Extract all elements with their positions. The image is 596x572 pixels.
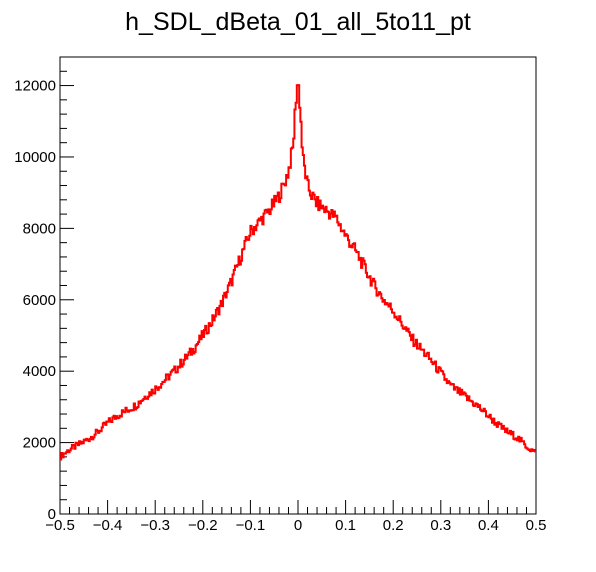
y-tick-label: 10000 (14, 149, 56, 166)
chart-title: h_SDL_dBeta_01_all_5to11_pt (125, 8, 471, 36)
x-tick-label: 0.4 (478, 517, 499, 534)
x-tick-label: 0.2 (383, 517, 404, 534)
y-tick-label: 4000 (23, 363, 56, 380)
y-tick-label: 6000 (23, 292, 56, 309)
x-tick-label: −0.3 (140, 517, 170, 534)
x-tick-label: 0.5 (526, 517, 547, 534)
x-tick-label: 0.3 (430, 517, 451, 534)
x-tick-label: −0.2 (188, 517, 218, 534)
y-tick-label: 2000 (23, 435, 56, 452)
x-tick-label: −0.1 (236, 517, 266, 534)
y-tick-label: 0 (48, 506, 56, 523)
x-tick-label: 0 (294, 517, 302, 534)
x-tick-label: −0.4 (93, 517, 123, 534)
x-tick-label: 0.1 (335, 517, 356, 534)
y-tick-label: 12000 (14, 78, 56, 95)
y-tick-label: 8000 (23, 220, 56, 237)
